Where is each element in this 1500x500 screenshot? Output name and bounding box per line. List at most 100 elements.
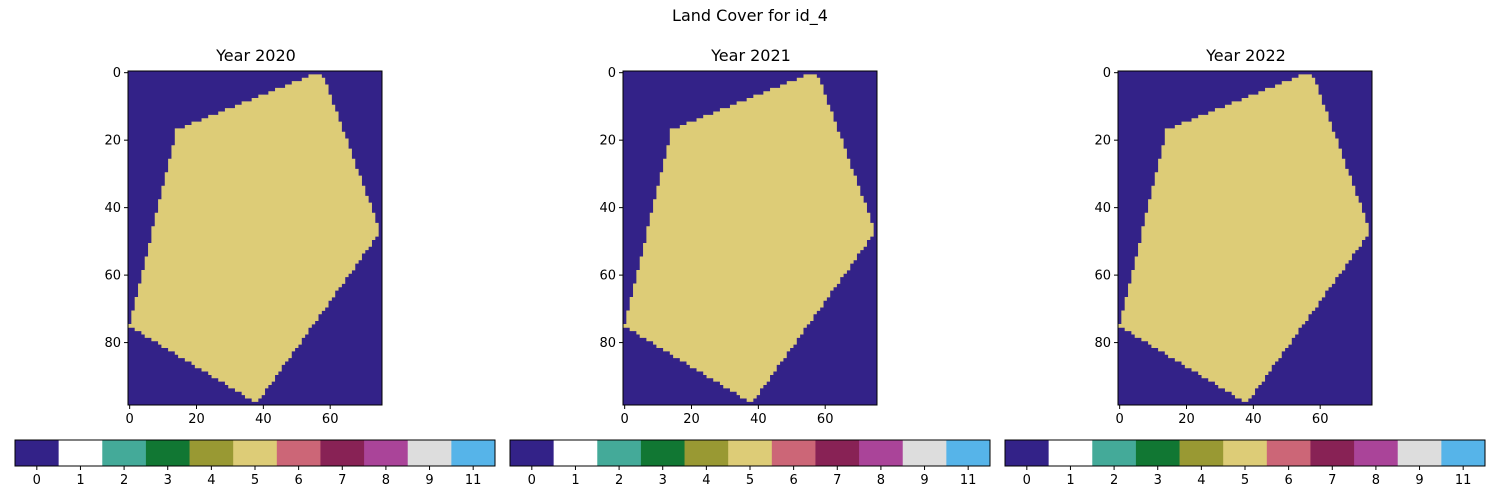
colorbar-tick-label: 2	[120, 473, 128, 488]
colorbar-tick-label: 0	[528, 473, 536, 488]
colorbar-segment	[946, 440, 991, 466]
y-tick-label: 0	[1103, 66, 1111, 81]
colorbar-tick-label: 4	[207, 473, 215, 488]
x-tick-label: 40	[255, 412, 272, 427]
colorbar-segment	[364, 440, 409, 466]
x-tick-label: 20	[1178, 412, 1195, 427]
colorbar-tick-label: 6	[1284, 473, 1292, 488]
y-tick-label: 80	[104, 336, 121, 351]
colorbar-tick-label: 7	[1328, 473, 1336, 488]
colorbar-tick-label: 5	[251, 473, 259, 488]
colorbar-segment	[189, 440, 234, 466]
axes-frame	[1117, 70, 1373, 406]
figure-title: Land Cover for id_4	[672, 6, 828, 25]
colorbar-segment	[1223, 440, 1268, 466]
colorbar-tick-label: 3	[164, 473, 172, 488]
x-tick-label: 0	[1116, 412, 1124, 427]
x-tick-label: 60	[322, 412, 339, 427]
colorbar-tick-label: 9	[920, 473, 928, 488]
colorbar-tick-label: 4	[1197, 473, 1205, 488]
y-tick-label: 80	[1094, 336, 1111, 351]
colorbar-segment	[276, 440, 321, 466]
x-tick-label: 20	[188, 412, 205, 427]
field-polygon-region	[623, 74, 874, 402]
colorbar-tick-label: 3	[1154, 473, 1162, 488]
x-tick-label: 40	[1245, 412, 1262, 427]
colorbar-segment	[684, 440, 729, 466]
colorbar-segment	[102, 440, 147, 466]
y-tick-label: 80	[599, 336, 616, 351]
colorbar-segment	[640, 440, 685, 466]
colorbar-segment	[1179, 440, 1224, 466]
y-tick-label: 60	[599, 269, 616, 284]
colorbar-segment	[1441, 440, 1486, 466]
y-tick-label: 20	[104, 134, 121, 149]
colorbar-tick-label: 4	[702, 473, 710, 488]
colorbar-2: 0 1 2 3 4 5 6 7 8 9 11	[1004, 439, 1486, 488]
y-tick-label: 20	[1094, 134, 1111, 149]
colorbar-segment	[1092, 440, 1137, 466]
colorbar-segment	[597, 440, 642, 466]
colorbar-segment	[728, 440, 773, 466]
y-tick-label: 0	[608, 66, 616, 81]
colorbar-segment	[407, 440, 452, 466]
colorbar-tick-label: 7	[338, 473, 346, 488]
x-tick-label: 60	[1312, 412, 1329, 427]
colorbar-segment	[510, 440, 555, 466]
colorbar-tick-label: 0	[1023, 473, 1031, 488]
x-tick-label: 20	[683, 412, 700, 427]
colorbar-tick-label: 11	[960, 473, 977, 488]
field-polygon-region	[128, 74, 379, 402]
y-tick-label: 40	[104, 201, 121, 216]
y-tick-label: 60	[1094, 269, 1111, 284]
panel-title-2022: Year 2022	[1206, 46, 1286, 65]
colorbar-tick-label: 5	[1241, 473, 1249, 488]
colorbar-segment	[15, 440, 60, 466]
colorbar-tick-label: 11	[1455, 473, 1472, 488]
colorbar-segment	[771, 440, 816, 466]
colorbar-segment	[320, 440, 365, 466]
y-tick-label: 60	[104, 269, 121, 284]
colorbar-segment	[1354, 440, 1399, 466]
heatmap-panel-0: 0 20 40 60 0 20 40 60 80	[104, 66, 383, 427]
colorbar-segment	[451, 440, 496, 466]
colorbar-segment	[1048, 440, 1093, 466]
heatmap-panel-2: 0 20 40 60 0 20 40 60 80	[1094, 66, 1373, 427]
x-tick-label: 0	[126, 412, 134, 427]
colorbar-tick-label: 1	[571, 473, 579, 488]
colorbar-segment	[859, 440, 904, 466]
colorbar-tick-label: 11	[465, 473, 482, 488]
panel-title-2020: Year 2020	[216, 46, 296, 65]
field-polygon-region	[1118, 74, 1369, 402]
colorbar-tick-label: 1	[76, 473, 84, 488]
colorbar-tick-label: 7	[833, 473, 841, 488]
colorbar-tick-label: 6	[789, 473, 797, 488]
colorbar-tick-label: 5	[746, 473, 754, 488]
colorbar-tick-label: 0	[33, 473, 41, 488]
colorbar-tick-label: 9	[425, 473, 433, 488]
colorbar-segment	[553, 440, 598, 466]
colorbar-tick-label: 1	[1066, 473, 1074, 488]
y-tick-label: 40	[599, 201, 616, 216]
colorbar-tick-label: 8	[382, 473, 390, 488]
x-tick-label: 0	[621, 412, 629, 427]
y-tick-label: 20	[599, 134, 616, 149]
panel-title-2021: Year 2021	[711, 46, 791, 65]
colorbar-tick-label: 2	[1110, 473, 1118, 488]
colorbar-tick-label: 6	[294, 473, 302, 488]
colorbar-tick-label: 3	[659, 473, 667, 488]
heatmap-panel-1: 0 20 40 60 0 20 40 60 80	[599, 66, 878, 427]
x-tick-label: 60	[817, 412, 834, 427]
colorbar-segment	[145, 440, 190, 466]
colorbar-segment	[1266, 440, 1311, 466]
colorbar-segment	[58, 440, 103, 466]
x-tick-label: 40	[750, 412, 767, 427]
colorbar-segment	[815, 440, 860, 466]
colorbar-segment	[1397, 440, 1442, 466]
colorbar-segment	[233, 440, 278, 466]
colorbar-segment	[1005, 440, 1050, 466]
colorbar-segment	[902, 440, 947, 466]
colorbar-1: 0 1 2 3 4 5 6 7 8 9 11	[509, 439, 991, 488]
axes-frame	[127, 70, 383, 406]
